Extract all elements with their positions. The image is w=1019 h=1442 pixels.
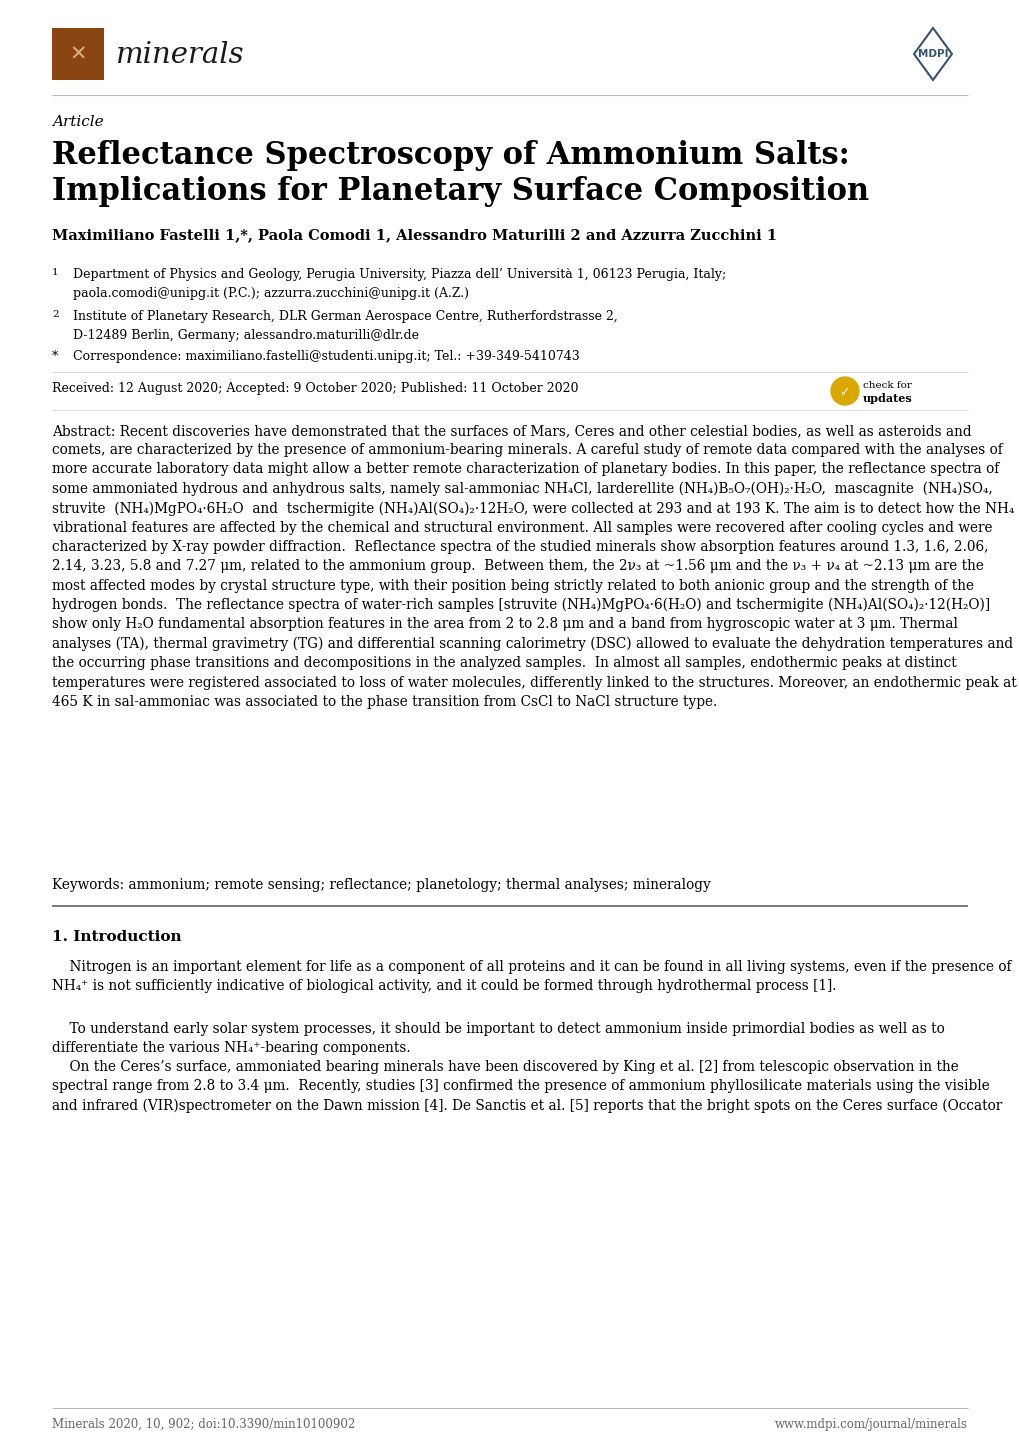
Text: Minerals 2020, 10, 902; doi:10.3390/min10100902: Minerals 2020, 10, 902; doi:10.3390/min1… (52, 1417, 355, 1430)
Text: *: * (52, 350, 58, 363)
Text: On the Ceres’s surface, ammoniated bearing minerals have been discovered by King: On the Ceres’s surface, ammoniated beari… (52, 1060, 1002, 1113)
Text: Maximiliano Fastelli 1,*, Paola Comodi 1, Alessandro Maturilli 2 and Azzurra Zuc: Maximiliano Fastelli 1,*, Paola Comodi 1… (52, 228, 776, 242)
Text: Implications for Planetary Surface Composition: Implications for Planetary Surface Compo… (52, 176, 868, 208)
Text: check for: check for (862, 382, 911, 391)
Text: Article: Article (52, 115, 104, 128)
Text: updates: updates (862, 392, 912, 404)
Text: 2: 2 (52, 310, 58, 319)
Text: ✕: ✕ (69, 45, 87, 65)
Text: 1. Introduction: 1. Introduction (52, 930, 181, 945)
Text: Nitrogen is an important element for life as a component of all proteins and it : Nitrogen is an important element for lif… (52, 960, 1011, 994)
Text: Institute of Planetary Research, DLR German Aerospace Centre, Rutherfordstrasse : Institute of Planetary Research, DLR Ger… (73, 310, 618, 342)
Text: Abstract: Recent discoveries have demonstrated that the surfaces of Mars, Ceres : Abstract: Recent discoveries have demons… (52, 424, 1016, 708)
Text: ✓: ✓ (838, 386, 849, 399)
Text: MDPI: MDPI (917, 49, 948, 59)
Text: Keywords: ammonium; remote sensing; reflectance; planetology; thermal analyses; : Keywords: ammonium; remote sensing; refl… (52, 878, 710, 893)
Text: Department of Physics and Geology, Perugia University, Piazza dell’ Università 1: Department of Physics and Geology, Perug… (73, 268, 726, 300)
Text: 1: 1 (52, 268, 58, 277)
Text: Reflectance Spectroscopy of Ammonium Salts:: Reflectance Spectroscopy of Ammonium Sal… (52, 140, 849, 172)
FancyBboxPatch shape (52, 27, 104, 79)
Polygon shape (913, 27, 951, 79)
Text: minerals: minerals (116, 40, 245, 69)
Text: www.mdpi.com/journal/minerals: www.mdpi.com/journal/minerals (774, 1417, 967, 1430)
Text: Received: 12 August 2020; Accepted: 9 October 2020; Published: 11 October 2020: Received: 12 August 2020; Accepted: 9 Oc… (52, 382, 578, 395)
Circle shape (830, 376, 858, 405)
Text: To understand early solar system processes, it should be important to detect amm: To understand early solar system process… (52, 1022, 944, 1056)
Text: Correspondence: maximiliano.fastelli@studenti.unipg.it; Tel.: +39-349-5410743: Correspondence: maximiliano.fastelli@stu… (73, 350, 579, 363)
